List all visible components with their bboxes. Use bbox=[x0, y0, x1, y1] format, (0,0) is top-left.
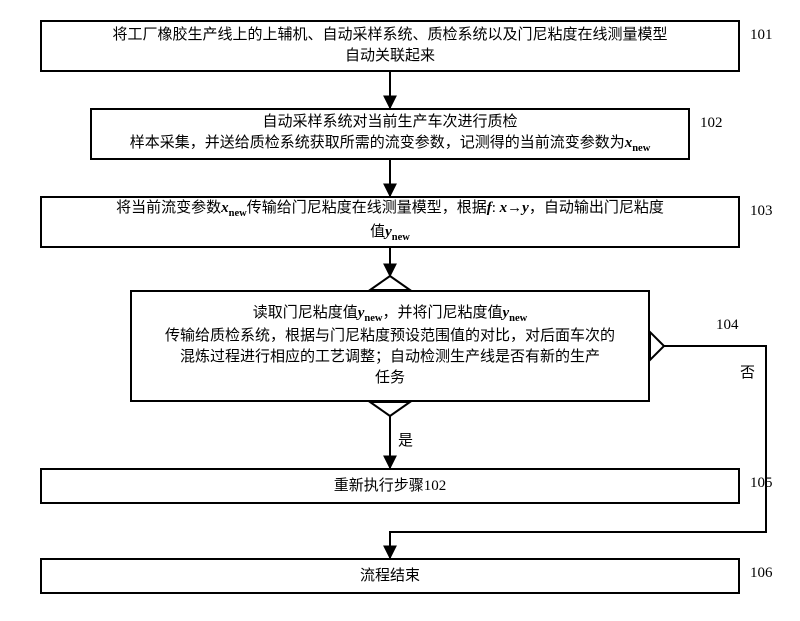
text-104: 读取门尼粘度值ynew，并将门尼粘度值ynew 传输给质检系统，根据与门尼粘度预… bbox=[165, 303, 615, 390]
step-number-102: 102 bbox=[700, 116, 723, 131]
text-105: 重新执行步骤102 bbox=[334, 476, 447, 497]
flowchart-container: 将工厂橡胶生产线上的上辅机、自动采样系统、质检系统以及门尼粘度在线测量模型 自动… bbox=[0, 0, 800, 621]
text-103: 将当前流变参数xnew传输给门尼粘度在线测量模型，根据f: x→y，自动输出门尼… bbox=[116, 198, 664, 245]
branch-label-no: 否 bbox=[740, 366, 755, 381]
step-number-106: 106 bbox=[750, 566, 773, 581]
process-step-101: 将工厂橡胶生产线上的上辅机、自动采样系统、质检系统以及门尼粘度在线测量模型 自动… bbox=[40, 20, 740, 72]
step-number-105: 105 bbox=[750, 476, 773, 491]
step-number-101: 101 bbox=[750, 28, 773, 43]
text-101: 将工厂橡胶生产线上的上辅机、自动采样系统、质检系统以及门尼粘度在线测量模型 自动… bbox=[112, 25, 667, 67]
decision-step-104: 读取门尼粘度值ynew，并将门尼粘度值ynew 传输给质检系统，根据与门尼粘度预… bbox=[130, 290, 650, 402]
process-step-102: 自动采样系统对当前生产车次进行质检 样本采集，并送给质检系统获取所需的流变参数，… bbox=[90, 108, 690, 160]
process-step-106: 流程结束 bbox=[40, 558, 740, 594]
text-102: 自动采样系统对当前生产车次进行质检 样本采集，并送给质检系统获取所需的流变参数，… bbox=[130, 112, 651, 157]
step-number-104: 104 bbox=[716, 318, 739, 333]
step-number-103: 103 bbox=[750, 204, 773, 219]
process-step-103: 将当前流变参数xnew传输给门尼粘度在线测量模型，根据f: x→y，自动输出门尼… bbox=[40, 196, 740, 248]
text-106: 流程结束 bbox=[360, 566, 420, 587]
branch-label-yes: 是 bbox=[398, 434, 413, 449]
process-step-105: 重新执行步骤102 bbox=[40, 468, 740, 504]
